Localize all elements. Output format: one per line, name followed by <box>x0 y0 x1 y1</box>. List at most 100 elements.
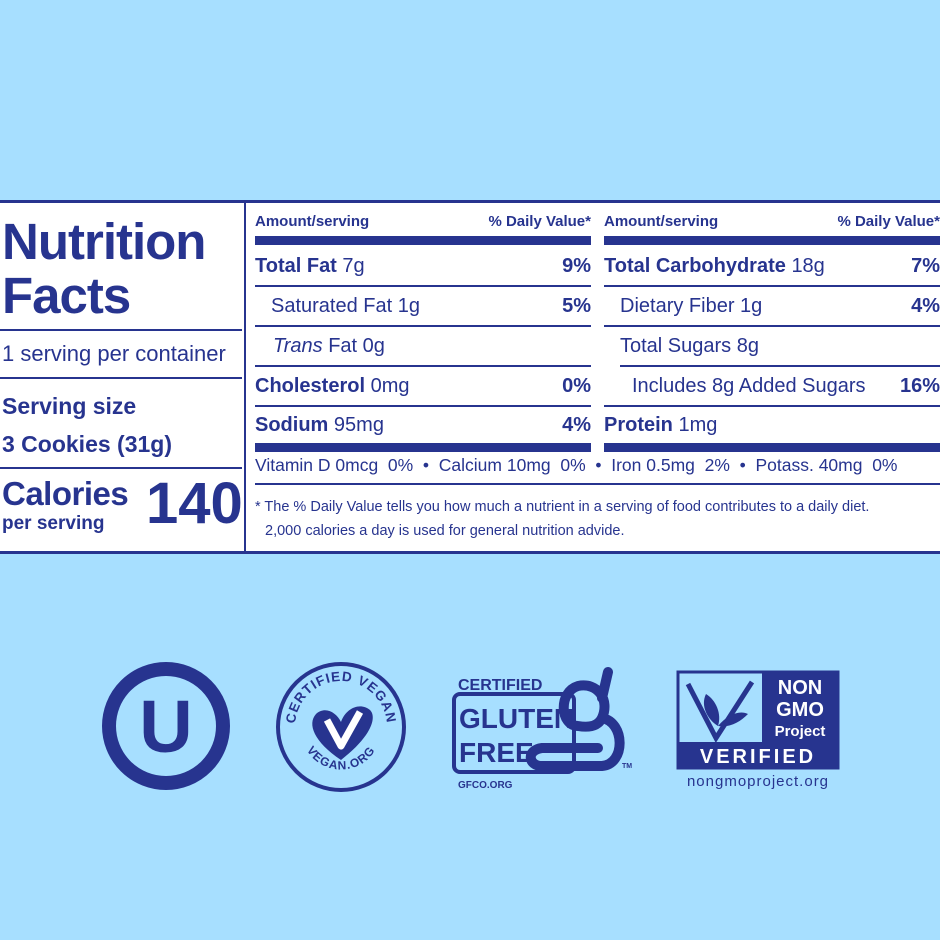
nutrient-name: Protein <box>604 414 673 436</box>
header-daily-value: % Daily Value* <box>488 213 591 230</box>
nutrient-dv: 9% <box>562 255 591 277</box>
divider <box>0 329 242 331</box>
nutrient-name: Sodium <box>255 414 329 436</box>
footnote-line1: * The % Daily Value tells you how much a… <box>255 499 870 515</box>
header-amount: Amount/serving <box>604 213 719 230</box>
nutrient-dv: 0% <box>562 375 591 397</box>
nutrient-row-total-sugars: Total Sugars 8g <box>604 327 940 365</box>
vegan-v-check-icon <box>323 710 364 750</box>
thin-rule <box>255 285 591 287</box>
nutrient-name: Includes 8g Added Sugars <box>632 375 866 397</box>
nutrient-dv: 5% <box>562 295 591 317</box>
header-daily-value: % Daily Value* <box>837 213 940 230</box>
thin-rule <box>604 405 940 407</box>
nutrient-name: Total Sugars <box>620 335 732 357</box>
gluten-box-icon <box>452 692 576 774</box>
nutrient-dv: 4% <box>911 295 940 317</box>
nutrient-name: Dietary Fiber <box>620 295 735 317</box>
thin-rule <box>255 325 591 327</box>
nutrient-row-saturated-fat: Saturated Fat 1g 5% <box>255 287 591 325</box>
nongmo-line1: NON <box>778 677 822 699</box>
gluten-line2: FREE <box>459 737 534 768</box>
nutrient-amount: 8g <box>736 335 759 357</box>
serving-size-value: 3 Cookies (31g) <box>2 431 172 457</box>
nutrition-title-line2: Facts <box>2 267 131 324</box>
nutrition-title-line1: Nutrition <box>2 213 206 270</box>
thin-rule <box>604 285 940 287</box>
thin-rule <box>604 325 940 327</box>
servings-per-container: 1 serving per container <box>2 341 226 366</box>
thin-rule <box>255 365 591 367</box>
nutrient-name: Trans <box>273 335 323 357</box>
nongmo-name-panel <box>762 672 838 742</box>
nutrient-amount: 0g <box>362 335 385 357</box>
thin-rule <box>620 365 940 367</box>
nutrient-amount: 1g <box>397 295 420 317</box>
nongmo-verified: VERIFIED <box>700 746 816 768</box>
gluten-g-icon <box>525 667 625 771</box>
nutrient-row-protein: Protein 1mg <box>604 406 940 444</box>
vegan-ring-icon <box>276 662 406 792</box>
gluten-line1: GLUTEN <box>459 703 574 734</box>
nutrient-amount: 7g <box>342 255 365 277</box>
nutrient-name: Saturated Fat <box>271 295 393 317</box>
nutrient-name: Cholesterol <box>255 375 366 397</box>
nutrition-left-block: Nutrition Facts 1 serving per container … <box>0 203 244 551</box>
nutrient-amount: 95mg <box>333 414 384 436</box>
vertical-divider <box>244 203 246 551</box>
thick-rule <box>255 236 591 245</box>
kosher-u-logo: U <box>102 662 230 790</box>
nutrient-name-rest: Fat <box>322 335 358 357</box>
nutrient-dv: 7% <box>911 255 940 277</box>
nongmo-line3: Project <box>775 723 826 740</box>
divider <box>0 467 242 469</box>
vitamins-line: Vitamin D 0mcg 0% • Calcium 10mg 0% • Ir… <box>255 455 898 475</box>
nutrient-row-cholesterol: Cholesterol 0mg 0% <box>255 367 591 405</box>
nutrition-title: Nutrition Facts <box>2 213 206 324</box>
daily-value-footnote: * The % Daily Value tells you how much a… <box>255 495 940 543</box>
column-header: Amount/serving % Daily Value* <box>604 213 940 233</box>
nutrient-dv: 16% <box>899 375 940 397</box>
nongmo-check-icon <box>685 680 755 743</box>
nutrient-row-total-carbohydrate: Total Carbohydrate 18g 7% <box>604 247 940 285</box>
nutrient-column-right: Amount/serving % Daily Value* Total Carb… <box>604 203 940 463</box>
nongmo-verified-bar <box>678 742 838 768</box>
certified-vegan-logo: CERTIFIED VEGAN VEGAN.ORG <box>276 662 406 792</box>
gluten-certified-text: CERTIFIED <box>458 677 542 694</box>
nutrient-amount: 18g <box>791 255 825 277</box>
nutrient-amount: 0mg <box>370 375 410 397</box>
column-header: Amount/serving % Daily Value* <box>255 213 591 233</box>
kosher-letter: U <box>139 685 192 768</box>
calories-sublabel: per serving <box>2 513 105 534</box>
divider <box>255 483 940 485</box>
nongmo-site: nongmoproject.org <box>687 773 829 790</box>
thick-rule <box>604 236 940 245</box>
nutrient-row-total-fat: Total Fat 7g 9% <box>255 247 591 285</box>
header-amount: Amount/serving <box>255 213 370 230</box>
nongmo-line2: GMO <box>776 699 824 721</box>
gluten-free-logo: CERTIFIED GLUTEN FREE TM GFCO.ORG <box>452 667 632 790</box>
calories-value: 140 <box>146 471 243 536</box>
calories-label: Calories <box>2 475 129 512</box>
gluten-site: GFCO.ORG <box>458 780 513 790</box>
nutrient-amount: 1g <box>740 295 763 317</box>
footnote-line2: 2,000 calories a day is used for general… <box>265 523 625 539</box>
nutrition-facts-panel: Nutrition Facts 1 serving per container … <box>0 200 940 554</box>
nutrient-row-trans-fat: Trans Fat 0g <box>255 327 591 365</box>
kosher-ring-icon <box>102 662 230 790</box>
nutrient-column-left: Amount/serving % Daily Value* Total Fat … <box>255 203 591 463</box>
nutrient-amount: 1mg <box>678 414 718 436</box>
thin-rule <box>255 405 591 407</box>
non-gmo-project-logo: NON GMO Project VERIFIED nongmoproject.o… <box>676 670 840 790</box>
serving-size-label: Serving size <box>2 393 137 419</box>
nutrient-row-added-sugars: Includes 8g Added Sugars 16% <box>604 367 940 405</box>
nutrient-name: Total Fat <box>255 255 337 277</box>
divider <box>0 377 242 379</box>
nutrient-row-dietary-fiber: Dietary Fiber 1g 4% <box>604 287 940 325</box>
nutrient-name: Total Carbohydrate <box>604 255 786 277</box>
nutrient-dv: 4% <box>562 414 591 436</box>
thick-rule <box>604 443 940 452</box>
gluten-tm: TM <box>622 763 632 770</box>
nutrient-row-sodium: Sodium 95mg 4% <box>255 406 591 444</box>
nongmo-butterfly-icon <box>703 694 748 727</box>
